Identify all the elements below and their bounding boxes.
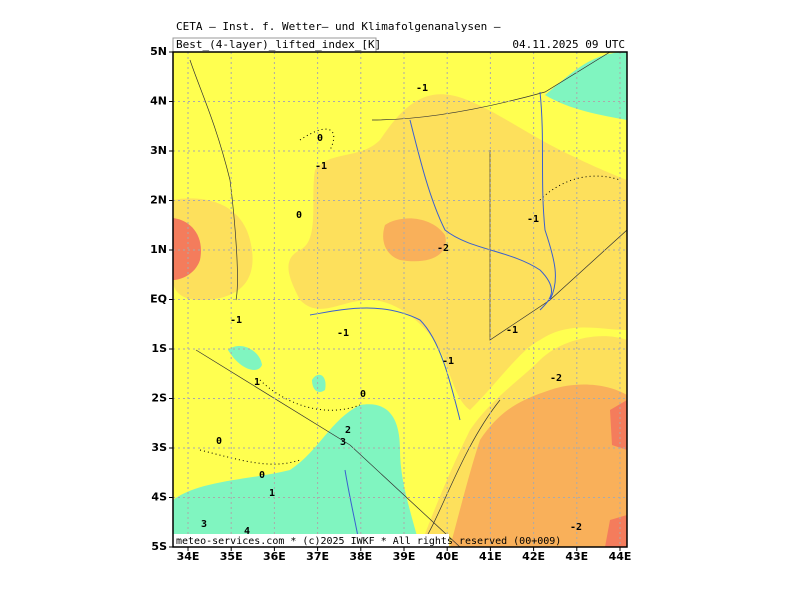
lat-label: 1S — [151, 342, 167, 355]
contour-label: -1 — [337, 328, 349, 339]
footer-box — [173, 534, 449, 547]
contour-label: 1 — [254, 377, 260, 388]
lon-label: 36E — [263, 550, 286, 563]
contour-label: 2 — [345, 425, 351, 436]
lat-label: 3N — [150, 144, 167, 157]
lon-label: 43E — [565, 550, 588, 563]
field-aqua — [173, 404, 420, 547]
lon-label: 39E — [393, 550, 416, 563]
field-aqua — [228, 345, 326, 392]
contour-label: -1 — [230, 315, 242, 326]
field-orange — [383, 218, 446, 262]
field-orange — [450, 384, 627, 547]
field-aqua — [545, 52, 627, 120]
lon-label: 38E — [349, 550, 372, 563]
contour-label: 0 — [259, 470, 265, 481]
lat-label: 5N — [150, 45, 167, 58]
lat-label: 3S — [151, 441, 167, 454]
contour-label: -1 — [442, 356, 454, 367]
lat-label: 4S — [151, 491, 167, 504]
isoline — [199, 128, 621, 465]
country-border — [189, 52, 627, 547]
lon-label: 42E — [522, 550, 545, 563]
graticule — [173, 52, 627, 547]
lon-label: 37E — [306, 550, 329, 563]
contour-label: 0 — [360, 389, 366, 400]
lon-label: 44E — [609, 550, 632, 563]
contour-label: 4 — [244, 526, 250, 537]
lat-label: 1N — [150, 243, 167, 256]
contour-label: 1 — [269, 488, 275, 499]
contour-label: 3 — [201, 519, 207, 530]
footer-copyright: meteo-services.com * (c)2025 IWKF * All … — [176, 536, 561, 547]
contour-label: 3 — [340, 437, 346, 448]
lon-label: 41E — [479, 550, 502, 563]
field-light-orange — [173, 198, 253, 300]
lat-label: 2S — [151, 392, 167, 405]
contour-label: 0 — [296, 210, 302, 221]
lat-label: 4N — [150, 95, 167, 108]
lon-label: 34E — [177, 550, 200, 563]
lat-label: 2N — [150, 194, 167, 207]
contour-label: -2 — [550, 373, 562, 384]
parameter-name: Best_(4-layer)_lifted_index_[K] — [176, 38, 381, 51]
contour-label: 0 — [216, 436, 222, 447]
contour-label: -1 — [416, 83, 428, 94]
lat-label: EQ — [150, 293, 167, 306]
field-red — [605, 400, 627, 547]
contour-label: -2 — [437, 243, 449, 254]
contour-label: -1 — [315, 161, 327, 172]
valid-time: 04.11.2025 09 UTC — [512, 38, 625, 51]
contour-label: 0 — [317, 133, 323, 144]
field-red — [173, 218, 201, 280]
contour-label: -2 — [570, 522, 582, 533]
header-title: CETA — Inst. f. Wetter— und Klimafolgena… — [176, 20, 501, 33]
lon-label: 40E — [436, 550, 459, 563]
river — [309, 91, 556, 547]
contour-label: -1 — [527, 214, 539, 225]
lon-label: 35E — [220, 550, 243, 563]
contour-label: -1 — [506, 325, 518, 336]
lat-label: 5S — [151, 540, 167, 553]
